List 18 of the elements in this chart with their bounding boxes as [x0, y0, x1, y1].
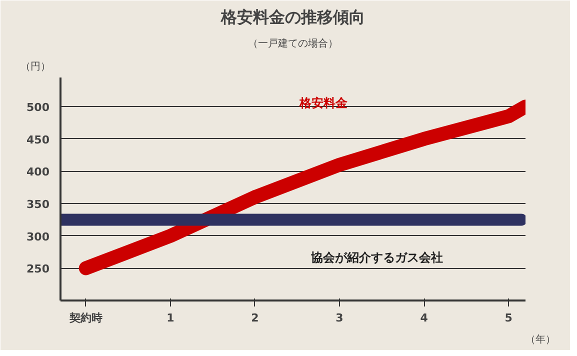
y-tick-label: 250	[26, 262, 50, 276]
chart-subtitle: （一戸建ての場合）	[248, 38, 338, 50]
x-tick-label: 契約時	[68, 312, 102, 324]
x-tick-label: 5	[504, 312, 512, 324]
text: 協会が紹介するガス会社	[310, 250, 443, 265]
y-tick-label: 400	[26, 166, 50, 179]
x-axis-title: （年）	[526, 334, 556, 346]
y-tick-label: 300	[26, 230, 50, 244]
y-tick-label: 450	[26, 133, 50, 146]
y-tick-label: 500	[26, 101, 50, 114]
chart-title: 格安料金の推移傾向	[220, 8, 365, 26]
text: 格安料金	[298, 96, 348, 110]
x-tick-label: 3	[336, 312, 344, 324]
x-tick-label: 1	[166, 312, 174, 324]
x-tick-label: 2	[251, 312, 259, 324]
y-tick-label: 350	[26, 198, 50, 212]
y-axis-title: （円）	[20, 62, 50, 72]
x-tick-label: 4	[420, 312, 428, 324]
